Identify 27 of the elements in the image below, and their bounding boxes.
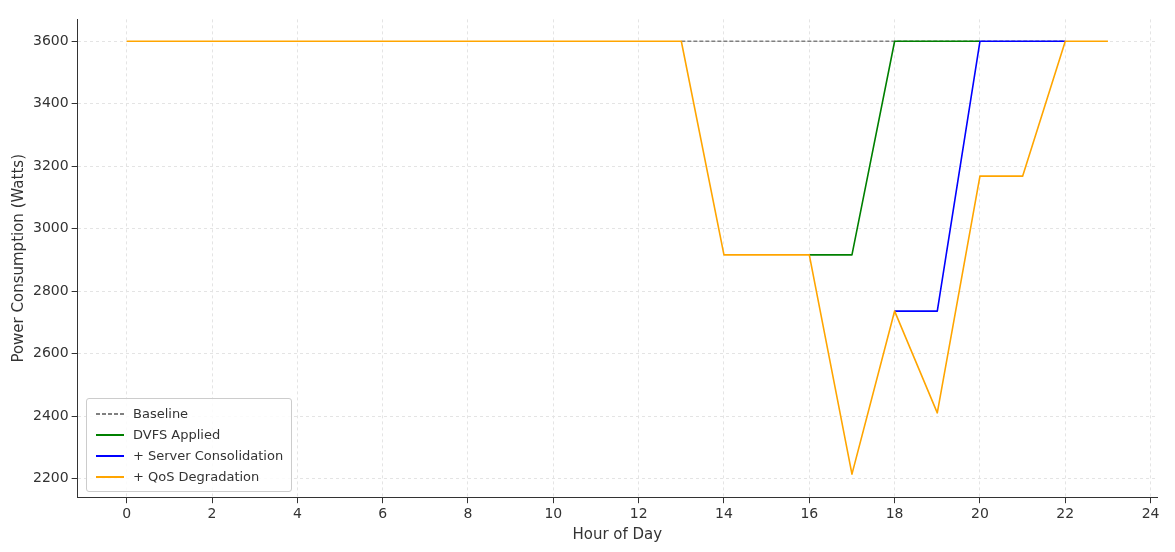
y-axis-title: Power Consumption (Watts) <box>8 154 27 363</box>
x-tick-label: 8 <box>463 505 473 522</box>
x-tick-label: 18 <box>885 505 904 522</box>
x-tick-label: 6 <box>378 505 388 522</box>
legend-label: DVFS Applied <box>133 427 221 442</box>
legend-label: + Server Consolidation <box>133 448 284 463</box>
x-tick-label: 16 <box>800 505 819 522</box>
y-tick-label: 2400 <box>32 406 69 423</box>
x-axis-title: Hour of Day <box>572 524 663 543</box>
legend-label: Baseline <box>133 406 189 421</box>
y-tick-label: 3600 <box>32 31 69 48</box>
x-tick-label: 10 <box>544 505 563 522</box>
y-tick-label: 3200 <box>32 156 69 173</box>
y-tick-label: 2800 <box>32 281 69 298</box>
y-tick-label: 2200 <box>32 469 69 486</box>
x-tick-label: 14 <box>715 505 733 522</box>
y-tick-label: 2600 <box>32 344 69 361</box>
x-tick-label: 22 <box>1056 505 1075 522</box>
y-tick-label: 3400 <box>32 94 69 111</box>
x-tick-label: 2 <box>207 505 217 522</box>
x-tick-label: 12 <box>629 505 648 522</box>
legend-label: + QoS Degradation <box>133 469 260 484</box>
x-tick-label: 0 <box>122 505 132 522</box>
x-tick-label: 24 <box>1141 505 1160 522</box>
x-tick-label: 20 <box>971 505 989 522</box>
y-tick-label: 3000 <box>32 219 69 236</box>
x-tick-label: 4 <box>292 505 302 522</box>
